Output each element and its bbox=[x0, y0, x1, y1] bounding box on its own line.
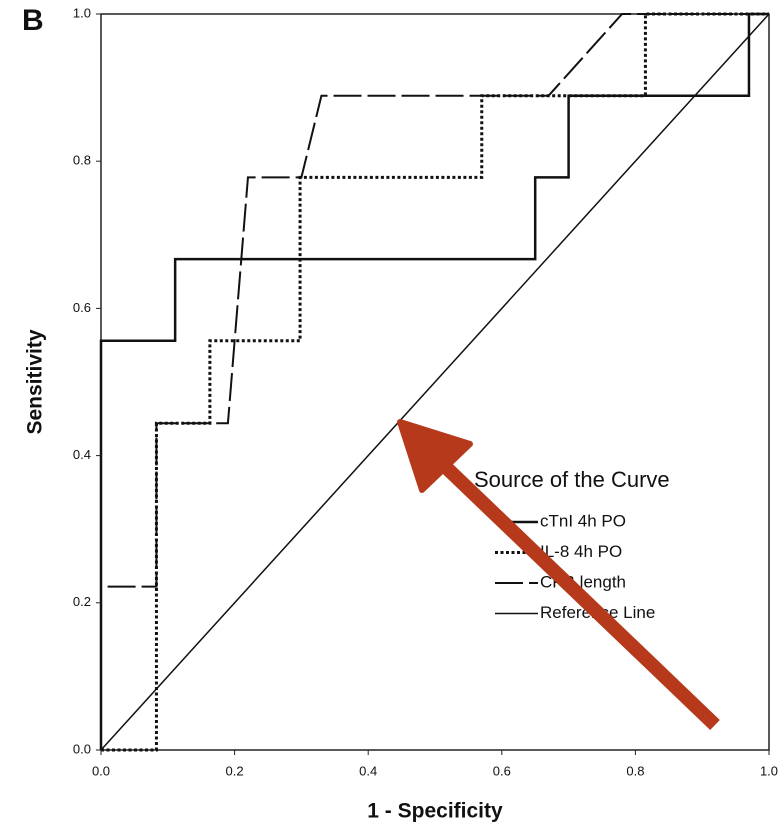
y-axis-title: Sensitivity bbox=[24, 329, 47, 434]
x-tick-label: 0.4 bbox=[359, 763, 377, 778]
y-tick-label: 1.0 bbox=[73, 5, 91, 20]
x-tick-label: 0.6 bbox=[493, 763, 511, 778]
legend-label: cTnI 4h PO bbox=[540, 511, 626, 530]
roc-curve bbox=[99, 12, 769, 750]
x-tick-label: 1.0 bbox=[760, 763, 778, 778]
roc-curve bbox=[100, 13, 770, 751]
annotation-arrow bbox=[397, 419, 720, 731]
y-tick-label: 0.8 bbox=[73, 153, 91, 168]
y-tick-label: 0.4 bbox=[73, 447, 91, 462]
roc-curve bbox=[100, 13, 769, 750]
y-tick-label: 0.6 bbox=[73, 300, 91, 315]
arrow-head bbox=[397, 419, 473, 493]
y-tick-label: 0.0 bbox=[73, 741, 91, 756]
roc-curve bbox=[101, 12, 769, 752]
legend-title: Source of the Curve bbox=[474, 467, 670, 492]
x-tick-label: 0.0 bbox=[92, 763, 110, 778]
x-tick-label: 0.2 bbox=[226, 763, 244, 778]
series-layer bbox=[99, 12, 770, 752]
legend-label: IL-8 4h PO bbox=[540, 542, 622, 561]
panel-label: B bbox=[22, 4, 44, 37]
arrow-shaft bbox=[425, 446, 720, 731]
x-axis-title: 1 - Specificity bbox=[367, 800, 503, 823]
y-tick-label: 0.2 bbox=[73, 594, 91, 609]
x-tick-label: 0.8 bbox=[626, 763, 644, 778]
